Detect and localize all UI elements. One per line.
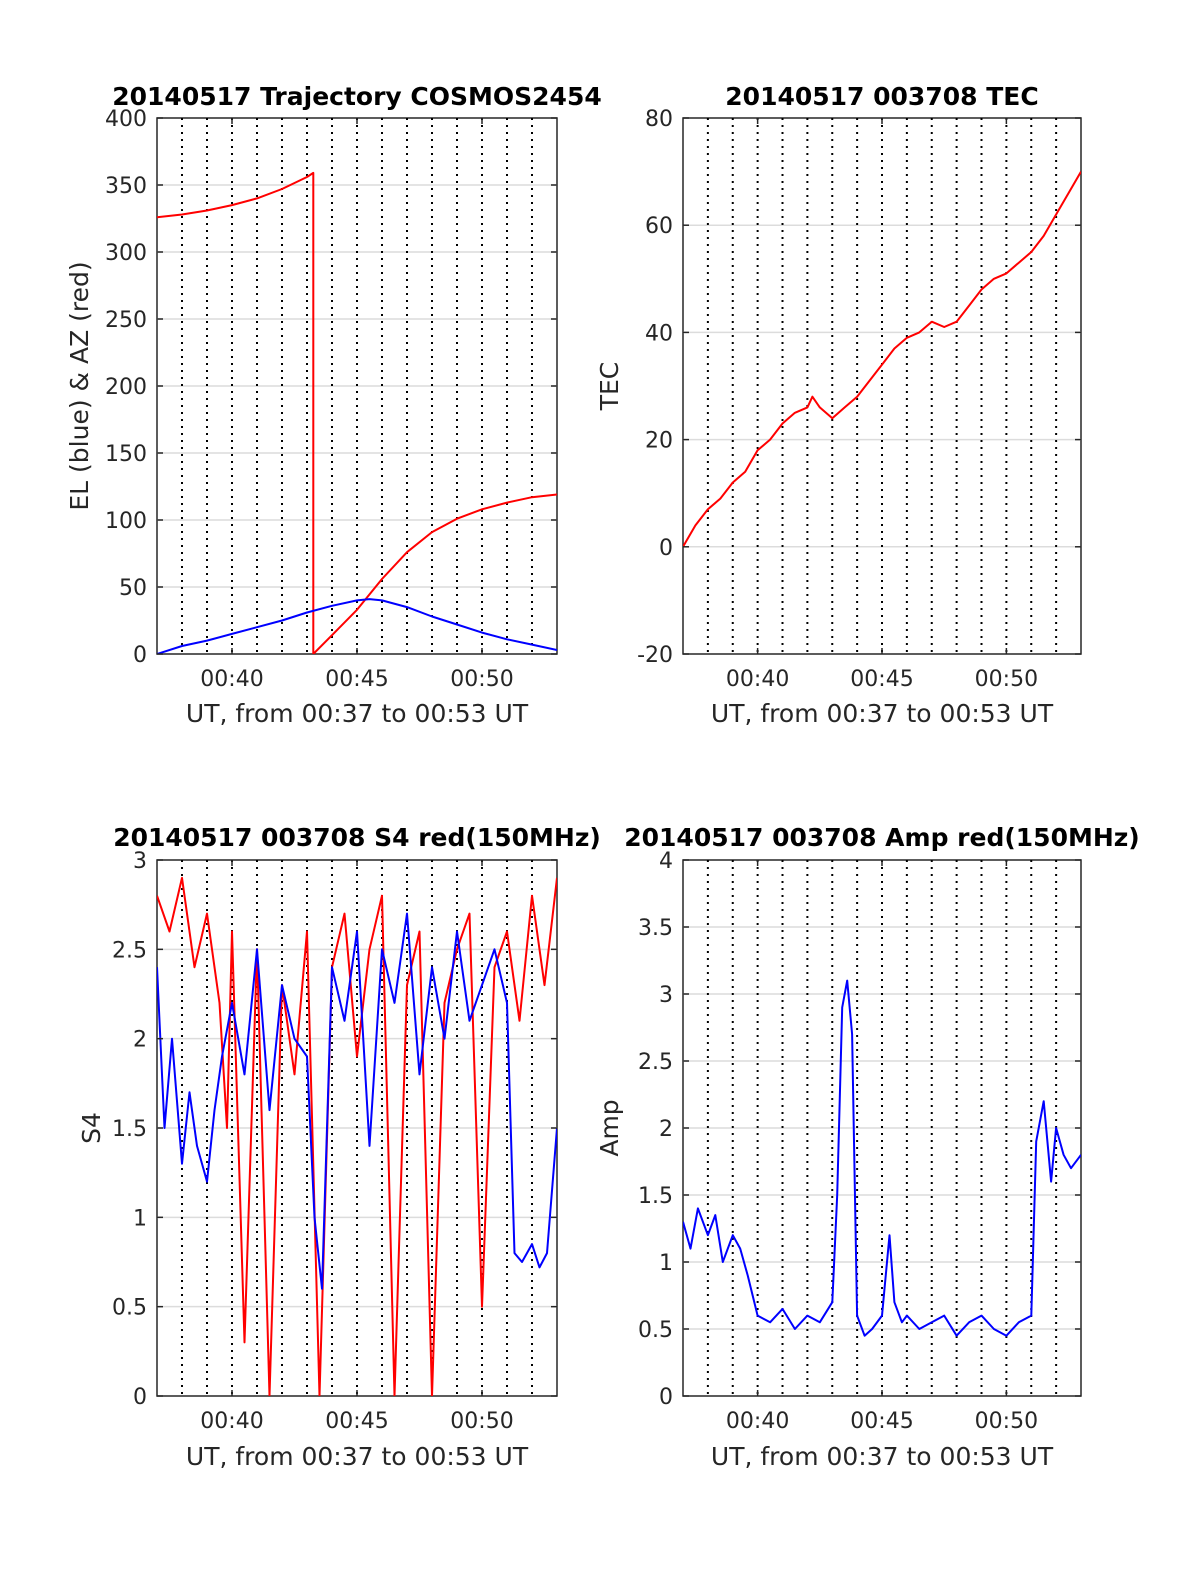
y-tick-label: 2 <box>659 1117 673 1142</box>
x-tick-label: 00:45 <box>850 667 913 692</box>
x-axis-label: UT, from 00:37 to 00:53 UT <box>711 699 1054 728</box>
y-tick-label: 100 <box>105 509 147 534</box>
y-tick-label: 3.5 <box>638 916 673 941</box>
y-tick-label: 1 <box>659 1251 673 1276</box>
y-tick-label: -20 <box>637 643 673 668</box>
y-tick-label: 20 <box>645 429 673 454</box>
panel-s4: 0 0.5 1 1.5 2 2.5 3 00:40 00:45 00:50 20140517 00… <box>77 823 601 1471</box>
series-line-1 <box>157 598 557 654</box>
y-tick-label: 400 <box>105 107 147 132</box>
y-tick-label: 150 <box>105 442 147 467</box>
x-tick-label: 00:40 <box>726 1409 789 1434</box>
x-axis-label: UT, from 00:37 to 00:53 UT <box>186 699 529 728</box>
y-tick-label: 2.5 <box>638 1050 673 1075</box>
x-axis-label: UT, from 00:37 to 00:53 UT <box>711 1442 1054 1471</box>
y-tick-label: 60 <box>645 214 673 239</box>
x-tick-label: 00:50 <box>450 1409 513 1434</box>
x-tick-label: 00:50 <box>975 1409 1038 1434</box>
chart-title: 20140517 Trajectory COSMOS2454 <box>112 82 602 111</box>
panel-amp: 0 0.5 1 1.5 2 2.5 3 3.5 4 00:40 00:45 00:50 2014051… <box>595 823 1140 1471</box>
chart-title: 20140517 003708 Amp red(150MHz) <box>624 823 1140 852</box>
y-tick-label: 3 <box>659 983 673 1008</box>
x-tick-label: 00:45 <box>850 1409 913 1434</box>
y-tick-label: 3 <box>133 849 147 874</box>
y-tick-label: 4 <box>659 849 673 874</box>
y-axis-label: EL (blue) & AZ (red) <box>65 261 94 510</box>
series-line-0 <box>683 979 1081 1337</box>
y-tick-label: 250 <box>105 308 147 333</box>
y-axis-label: Amp <box>595 1099 624 1156</box>
y-tick-label: 2.5 <box>112 938 147 963</box>
x-tick-label: 00:45 <box>325 667 388 692</box>
y-tick-label: 2 <box>133 1028 147 1053</box>
y-tick-label: 0.5 <box>638 1318 673 1343</box>
chart-title: 20140517 003708 TEC <box>725 82 1038 111</box>
x-tick-label: 00:40 <box>726 667 789 692</box>
y-tick-label: 0 <box>133 1385 147 1410</box>
y-axis-label: S4 <box>77 1112 106 1144</box>
y-tick-label: 1.5 <box>112 1117 147 1142</box>
x-tick-label: 00:40 <box>200 1409 263 1434</box>
y-tick-label: 0 <box>659 536 673 561</box>
y-tick-label: 1.5 <box>638 1184 673 1209</box>
panel-tec: -20 0 20 40 60 80 00:40 00:45 00:50 20140517 003… <box>595 82 1082 728</box>
series-line-1 <box>157 912 557 1290</box>
x-tick-label: 00:50 <box>975 667 1038 692</box>
y-axis-label: TEC <box>595 362 624 412</box>
y-tick-label: 300 <box>105 241 147 266</box>
y-tick-label: 0 <box>133 643 147 668</box>
x-tick-label: 00:40 <box>200 667 263 692</box>
y-tick-label: 350 <box>105 174 147 199</box>
y-tick-label: 50 <box>119 576 147 601</box>
x-tick-label: 00:50 <box>450 667 513 692</box>
y-tick-label: 80 <box>645 107 673 132</box>
series-line-0 <box>157 876 557 1396</box>
chart-title: 20140517 003708 S4 red(150MHz) <box>113 823 601 852</box>
series-line-0 <box>683 171 1081 548</box>
y-tick-label: 40 <box>645 321 673 346</box>
y-tick-label: 0.5 <box>112 1296 147 1321</box>
y-tick-label: 200 <box>105 375 147 400</box>
series-line-0 <box>157 171 557 654</box>
y-tick-label: 1 <box>133 1206 147 1231</box>
y-tick-label: 0 <box>659 1385 673 1410</box>
x-tick-label: 00:45 <box>325 1409 388 1434</box>
x-axis-label: UT, from 00:37 to 00:53 UT <box>186 1442 529 1471</box>
